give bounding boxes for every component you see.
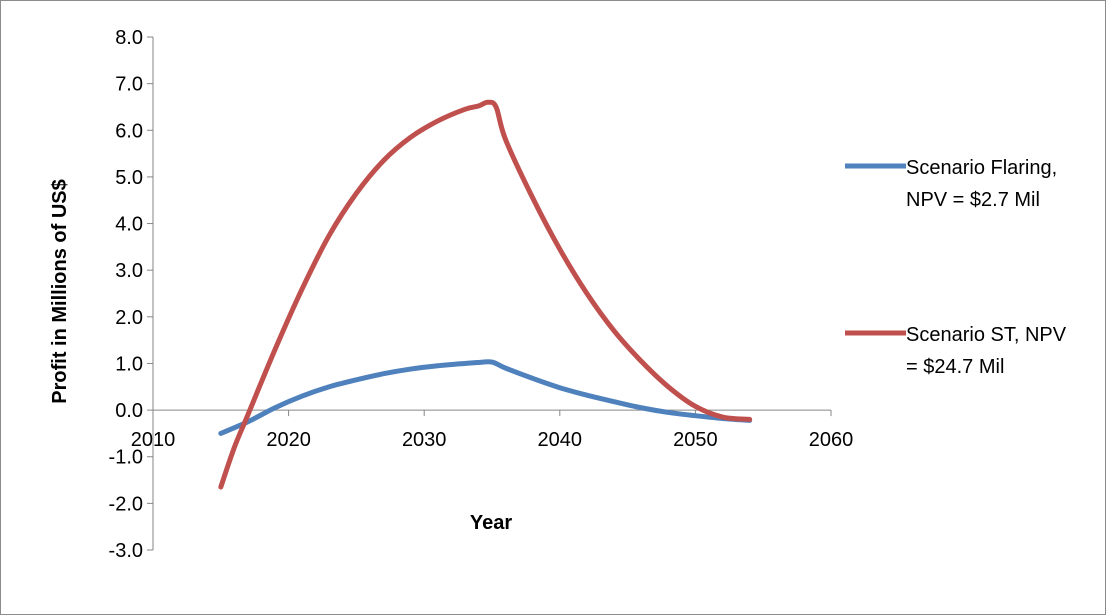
y-axis-title: Profit in Millions of US$ (49, 179, 71, 403)
y-tick-label: 0.0 (115, 400, 143, 422)
legend-label: Scenario ST, NPV (906, 324, 1067, 346)
legend-label: = $24.7 Mil (906, 356, 1004, 378)
x-axis: 2010 2020 2030 2040 2050 2060 (131, 409, 854, 451)
x-tick-label: 2010 (131, 429, 176, 451)
legend: Scenario Flaring,NPV = $2.7 MilScenario … (845, 157, 1067, 378)
x-axis-title: Year (470, 512, 512, 534)
x-tick-label: 2050 (673, 429, 718, 451)
series-line-2 (218, 99, 753, 490)
x-tick-label: 2060 (809, 429, 854, 451)
y-tick-label: 8.0 (115, 27, 143, 49)
legend-item-2: Scenario ST, NPV = $24.7 Mil (845, 324, 1067, 378)
y-tick-label: -2.0 (109, 493, 143, 515)
y-tick-label: 1.0 (115, 353, 143, 375)
y-tick-label: -1.0 (109, 447, 143, 469)
legend-label: Scenario Flaring, (906, 157, 1057, 179)
y-axis: 8.0 7.0 6.0 5.0 4.0 3.0 2.0 1.0 0.0 -1.0 -2.0 -3.0 (109, 27, 154, 562)
x-tick-label: 2030 (402, 429, 447, 451)
series-line-1 (218, 359, 753, 436)
y-tick-label: 5.0 (115, 167, 143, 189)
y-tick-label: 3.0 (115, 260, 143, 282)
y-tick-label: -3.0 (109, 540, 143, 562)
x-tick-label: 2020 (266, 429, 311, 451)
y-tick-label: 7.0 (115, 74, 143, 96)
x-tick-label: 2040 (538, 429, 583, 451)
y-tick-label: 6.0 (115, 120, 143, 142)
y-tick-label: 4.0 (115, 214, 143, 236)
y-tick-label: 2.0 (115, 307, 143, 329)
legend-label: NPV = $2.7 Mil (906, 189, 1040, 211)
series-layer (218, 99, 753, 490)
legend-item-1: Scenario Flaring, NPV = $2.7 Mil (845, 157, 1057, 211)
